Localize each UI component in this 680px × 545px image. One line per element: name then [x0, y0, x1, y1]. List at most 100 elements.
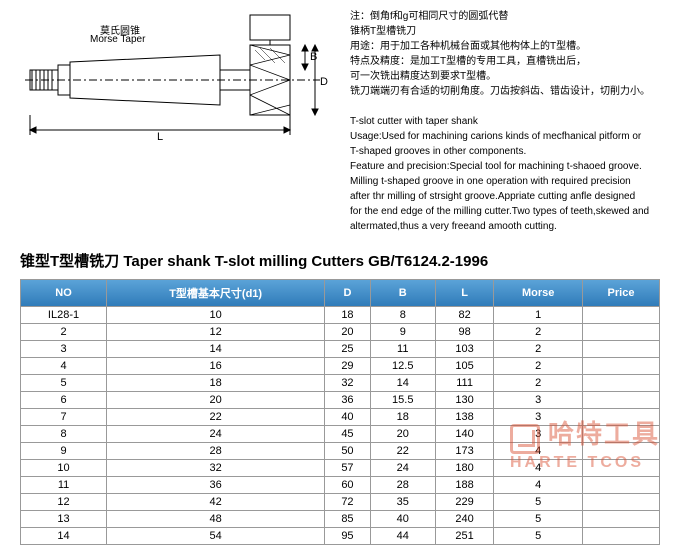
- desc-line: for the end edge of the milling cutter.T…: [350, 205, 660, 219]
- table-header-cell: T型槽基本尺寸(d1): [107, 280, 325, 307]
- table-cell: 18: [370, 409, 435, 426]
- desc-line: altermated,thus a very freeand amooth cu…: [350, 220, 660, 234]
- table-cell: [583, 460, 660, 477]
- table-cell: 3: [494, 409, 583, 426]
- table-cell: 5: [21, 375, 107, 392]
- morse-label-en: Morse Taper: [90, 34, 145, 45]
- table-row: 134885402405: [21, 511, 660, 528]
- desc-line: T-slot cutter with taper shank: [350, 115, 660, 129]
- table-cell: [583, 494, 660, 511]
- table-cell: 82: [435, 307, 494, 324]
- table-cell: 44: [370, 528, 435, 545]
- table-cell: 240: [435, 511, 494, 528]
- table-cell: 3: [494, 426, 583, 443]
- table-cell: [583, 392, 660, 409]
- table-cell: 45: [325, 426, 370, 443]
- table-cell: [583, 511, 660, 528]
- table-row: 212209982: [21, 324, 660, 341]
- desc-line: T-shaped grooves in other components.: [350, 145, 660, 159]
- table-cell: 54: [107, 528, 325, 545]
- table-cell: 12.5: [370, 358, 435, 375]
- table-cell: 3: [21, 341, 107, 358]
- description-text: 注：倒角f和g可相同尺寸的圆弧代替锥柄T型槽铣刀用途：用于加工各种机械台面或其他…: [350, 10, 660, 235]
- table-header-cell: Price: [583, 280, 660, 307]
- table-cell: 25: [325, 341, 370, 358]
- technical-diagram: L B D 莫氏圆锥 Morse Taper: [20, 10, 330, 160]
- desc-line: Usage:Used for machining carions kinds o…: [350, 130, 660, 144]
- table-cell: 85: [325, 511, 370, 528]
- table-cell: 14: [21, 528, 107, 545]
- table-cell: 111: [435, 375, 494, 392]
- table-header-row: NOT型槽基本尺寸(d1)DBLMorsePrice: [21, 280, 660, 307]
- table-cell: [583, 528, 660, 545]
- table-cell: 188: [435, 477, 494, 494]
- table-cell: 3: [494, 392, 583, 409]
- table-row: 31425111032: [21, 341, 660, 358]
- table-cell: 36: [325, 392, 370, 409]
- desc-line: Milling t-shaped groove in one operation…: [350, 175, 660, 189]
- table-cell: 72: [325, 494, 370, 511]
- desc-line: 特点及精度：是加工T型槽的专用工具，直槽铣出后，: [350, 55, 660, 69]
- spec-table: NOT型槽基本尺寸(d1)DBLMorsePrice IL28-11018882…: [20, 279, 660, 545]
- table-row: 82445201403: [21, 426, 660, 443]
- table-cell: 95: [325, 528, 370, 545]
- table-cell: 130: [435, 392, 494, 409]
- table-cell: 229: [435, 494, 494, 511]
- table-cell: 42: [107, 494, 325, 511]
- table-cell: 7: [21, 409, 107, 426]
- table-cell: 4: [494, 460, 583, 477]
- table-cell: 105: [435, 358, 494, 375]
- desc-line: Feature and precision:Special tool for m…: [350, 160, 660, 174]
- table-cell: 11: [370, 341, 435, 358]
- table-cell: 8: [370, 307, 435, 324]
- table-cell: 14: [370, 375, 435, 392]
- table-cell: 14: [107, 341, 325, 358]
- table-row: IL28-110188821: [21, 307, 660, 324]
- table-cell: [583, 426, 660, 443]
- table-cell: 18: [107, 375, 325, 392]
- table-cell: 4: [21, 358, 107, 375]
- table-cell: [583, 307, 660, 324]
- table-cell: 20: [107, 392, 325, 409]
- table-row: 92850221734: [21, 443, 660, 460]
- table-cell: 2: [494, 375, 583, 392]
- table-cell: 140: [435, 426, 494, 443]
- table-cell: 22: [107, 409, 325, 426]
- table-cell: 180: [435, 460, 494, 477]
- table-cell: [583, 375, 660, 392]
- table-cell: [583, 409, 660, 426]
- table-cell: 9: [21, 443, 107, 460]
- table-cell: 24: [370, 460, 435, 477]
- table-cell: 28: [370, 477, 435, 494]
- table-cell: 251: [435, 528, 494, 545]
- desc-line: 注：倒角f和g可相同尺寸的圆弧代替: [350, 10, 660, 24]
- table-cell: IL28-1: [21, 307, 107, 324]
- table-cell: 10: [107, 307, 325, 324]
- table-cell: 103: [435, 341, 494, 358]
- table-cell: 12: [21, 494, 107, 511]
- dim-L: L: [157, 131, 163, 143]
- table-cell: [583, 341, 660, 358]
- table-cell: 9: [370, 324, 435, 341]
- table-cell: 5: [494, 494, 583, 511]
- table-cell: 15.5: [370, 392, 435, 409]
- table-cell: [583, 324, 660, 341]
- table-title: 锥型T型槽铣刀 Taper shank T-slot milling Cutte…: [0, 245, 680, 279]
- cutter-svg: L B D: [20, 10, 330, 160]
- table-cell: 6: [21, 392, 107, 409]
- table-cell: 2: [21, 324, 107, 341]
- table-cell: 4: [494, 477, 583, 494]
- table-row: 6203615.51303: [21, 392, 660, 409]
- table-header-cell: B: [370, 280, 435, 307]
- table-cell: [583, 477, 660, 494]
- desc-line: [350, 100, 660, 114]
- table-cell: 2: [494, 358, 583, 375]
- table-cell: 4: [494, 443, 583, 460]
- table-cell: 5: [494, 511, 583, 528]
- dim-B: B: [310, 51, 317, 63]
- table-cell: 5: [494, 528, 583, 545]
- table-row: 124272352295: [21, 494, 660, 511]
- table-cell: 40: [370, 511, 435, 528]
- desc-line: 锥柄T型槽铣刀: [350, 25, 660, 39]
- table-cell: 22: [370, 443, 435, 460]
